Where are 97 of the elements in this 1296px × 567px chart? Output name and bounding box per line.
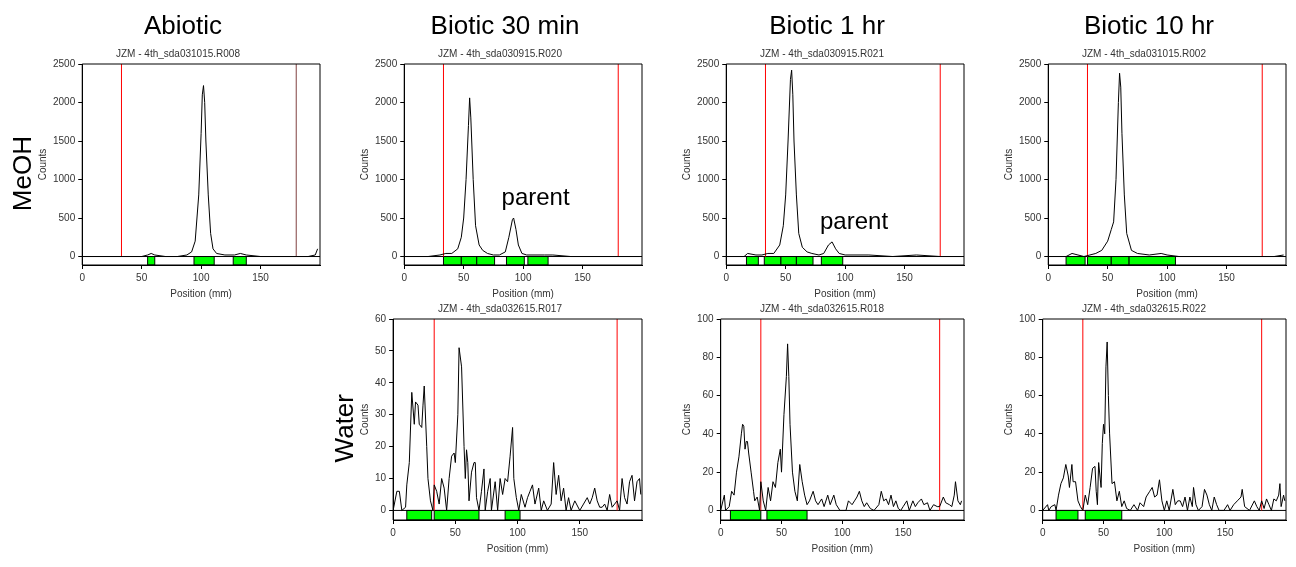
annotation: parent [501,182,570,210]
x-tick-label: 150 [574,271,592,283]
x-tick-label: 100 [836,271,854,283]
text: Water [329,394,359,463]
y-tick-label: 2500 [375,57,398,69]
y-tick-label: 40 [1024,427,1037,439]
x-tick-label: 100 [192,271,210,283]
y-tick-label: 20 [702,465,715,477]
y-tick-label: 1500 [53,134,76,146]
y-tick-label: 1000 [375,173,398,185]
y-axis-title: Counts [680,403,692,436]
y-tick-label: 0 [708,504,715,516]
x-tick-label: 100 [509,526,527,538]
y-axis-title: Counts [1002,403,1014,436]
x-tick-label: 150 [252,271,270,283]
x-tick-label: 150 [1216,526,1234,538]
x-axis-title: Position (mm) [1136,287,1198,299]
x-axis-title: Position (mm) [492,287,554,299]
y-tick-label: 500 [1024,211,1042,223]
chart-title: Abiotic [142,9,223,42]
x-tick-label: 100 [1156,526,1174,538]
y-axis-title: Counts [358,148,370,181]
y-tick-label: 2000 [697,96,720,108]
y-tick-label: 500 [702,211,720,223]
y-tick-label: 2500 [53,57,76,69]
y-tick-label: 0 [1035,250,1042,262]
y-tick-label: 1500 [1019,134,1042,146]
y-tick-label: 500 [58,211,76,223]
chart-title: Biotic 1 hr [768,9,886,42]
chart-subtitle: JZM - 4th_sda030915.R021 [760,47,885,59]
y-tick-label: 40 [375,376,387,388]
x-tick-label: 50 [775,526,788,538]
y-tick-label: 20 [375,440,387,452]
x-tick-label: 50 [136,271,148,283]
y-axis-title: Counts [358,403,370,436]
text: MeOH [7,135,37,212]
y-axis-title: Counts [1002,148,1014,181]
y-tick-label: 50 [375,344,387,356]
y-tick-label: 20 [1024,465,1037,477]
x-tick-label: 150 [571,526,589,538]
x-tick-label: 150 [1218,271,1236,283]
y-tick-label: 40 [702,427,715,439]
x-tick-label: 0 [1045,271,1052,283]
y-tick-label: 500 [380,211,398,223]
y-tick-label: 1500 [697,134,720,146]
x-tick-label: 100 [514,271,532,283]
chart-subtitle: JZM - 4th_sda031015.R002 [1082,47,1207,59]
y-tick-label: 100 [697,312,715,324]
y-axis-title: Counts [680,148,692,181]
x-tick-label: 100 [1158,271,1176,283]
x-tick-label: 50 [449,526,462,538]
y-axis-title: Counts [36,148,48,181]
chart-title: Biotic 10 hr [1082,9,1216,42]
chart-subtitle: JZM - 4th_sda031015.R008 [116,47,241,59]
chart-subtitle: JZM - 4th_sda032615.R018 [760,302,885,314]
x-tick-label: 0 [79,271,86,283]
y-tick-label: 80 [702,351,715,363]
y-tick-label: 10 [375,472,387,484]
x-tick-label: 150 [894,526,912,538]
y-tick-label: 0 [380,504,387,516]
chart-title: Biotic 30 min [429,9,581,42]
y-tick-label: 60 [375,312,387,324]
y-tick-label: 0 [713,250,720,262]
x-tick-label: 0 [723,271,730,283]
chart-subtitle: JZM - 4th_sda030915.R020 [438,47,563,59]
x-tick-label: 0 [401,271,408,283]
y-tick-label: 2500 [1019,57,1042,69]
x-tick-label: 50 [780,271,792,283]
x-axis-title: Position (mm) [1133,542,1196,554]
y-tick-label: 2500 [697,57,720,69]
x-tick-label: 50 [1097,526,1110,538]
x-axis-title: Position (mm) [486,542,549,554]
x-tick-label: 50 [458,271,470,283]
y-tick-label: 0 [69,250,76,262]
y-tick-label: 1000 [1019,173,1042,185]
y-tick-label: 0 [1030,504,1037,516]
x-tick-label: 150 [896,271,914,283]
annotation: parent [820,206,889,234]
x-tick-label: 50 [1102,271,1114,283]
y-tick-label: 0 [391,250,398,262]
y-tick-label: 80 [1024,351,1037,363]
chart-subtitle: JZM - 4th_sda032615.R017 [438,302,563,314]
x-axis-title: Position (mm) [814,287,876,299]
y-tick-label: 1500 [375,134,398,146]
y-tick-label: 2000 [53,96,76,108]
y-tick-label: 60 [1024,389,1037,401]
x-axis-title: Position (mm) [170,287,232,299]
y-tick-label: 2000 [375,96,398,108]
y-tick-label: 1000 [53,173,76,185]
y-tick-label: 100 [1019,312,1037,324]
x-tick-label: 100 [834,526,852,538]
y-tick-label: 30 [375,408,387,420]
y-tick-label: 60 [702,389,715,401]
y-tick-label: 1000 [697,173,720,185]
y-tick-label: 2000 [1019,96,1042,108]
x-axis-title: Position (mm) [811,542,874,554]
chart-subtitle: JZM - 4th_sda032615.R022 [1082,302,1207,314]
